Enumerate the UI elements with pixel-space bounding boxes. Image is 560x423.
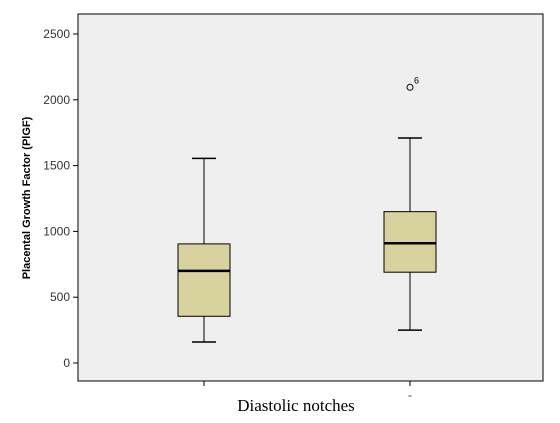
y-axis-label: Placental Growth Factor (PlGF) xyxy=(21,116,33,279)
x-axis-label: Diastolic notches xyxy=(237,396,355,415)
outlier-label: 6 xyxy=(414,75,419,85)
box-group: 6 xyxy=(383,75,437,331)
y-tick-label: 1500 xyxy=(43,159,70,173)
y-tick-label: 500 xyxy=(50,290,70,304)
box-group xyxy=(177,157,231,343)
boxes: 6 xyxy=(177,75,437,343)
iqr-box xyxy=(177,243,231,317)
iqr-box xyxy=(383,211,437,273)
y-tick-label: 2000 xyxy=(43,93,70,107)
y-tick-label: 2500 xyxy=(43,27,70,41)
x-axis: - xyxy=(203,381,412,402)
plot-area xyxy=(77,13,544,382)
y-tick-label: 1000 xyxy=(43,224,70,238)
outlier-point xyxy=(406,83,414,91)
y-tick-label: 0 xyxy=(63,356,70,370)
x-tick-label: - xyxy=(408,388,412,402)
y-axis: 0 500 1000 1500 2000 2500 xyxy=(43,27,78,370)
